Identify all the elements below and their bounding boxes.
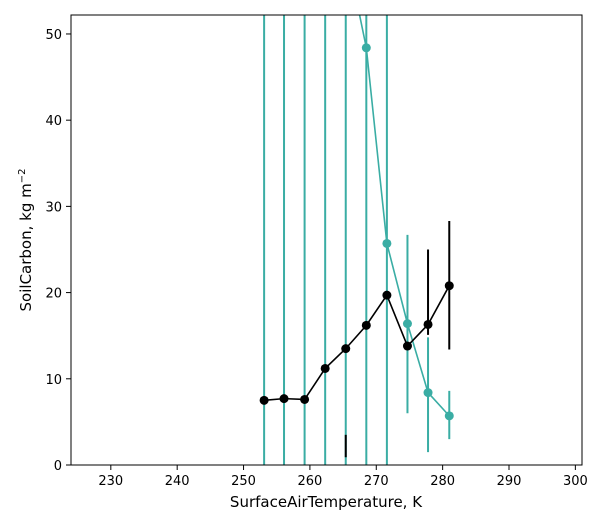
data-point bbox=[279, 394, 289, 404]
x-tick-label: 300 bbox=[563, 474, 588, 489]
series-line bbox=[264, 285, 450, 402]
data-point bbox=[423, 388, 433, 398]
data-point bbox=[300, 394, 310, 404]
data-point bbox=[382, 238, 392, 248]
y-tick-label: 10 bbox=[45, 373, 62, 388]
y-tick-label: 20 bbox=[45, 287, 62, 302]
data-point bbox=[444, 411, 454, 421]
data-point bbox=[402, 341, 412, 351]
x-tick-label: 250 bbox=[231, 474, 256, 489]
data-point bbox=[444, 281, 454, 291]
y-axis-title: SoilCarbon, kg m−2 bbox=[17, 169, 35, 312]
x-tick-label: 230 bbox=[98, 474, 123, 489]
y-tick-label: 50 bbox=[45, 28, 62, 43]
x-axis-title: SurfaceAirTemperature, K bbox=[230, 493, 423, 511]
x-tick-label: 260 bbox=[297, 474, 322, 489]
x-tick-label: 240 bbox=[165, 474, 190, 489]
data-point bbox=[361, 43, 371, 53]
series-0 bbox=[259, 221, 454, 458]
x-tick-label: 290 bbox=[497, 474, 522, 489]
data-point bbox=[361, 320, 371, 330]
y-axis-title-superscript: −2 bbox=[17, 169, 28, 184]
y-tick-label: 40 bbox=[45, 114, 62, 129]
data-point bbox=[423, 319, 433, 329]
data-point bbox=[382, 290, 392, 300]
data-point bbox=[402, 319, 412, 329]
x-tick-label: 270 bbox=[364, 474, 389, 489]
series-1 bbox=[263, 15, 454, 465]
plot-area bbox=[259, 15, 454, 465]
x-axis: 230 240 250 260 270 280 290 300 bbox=[98, 465, 588, 489]
data-point bbox=[320, 363, 330, 373]
data-point bbox=[341, 344, 351, 354]
y-axis: 0 10 20 30 40 50 bbox=[45, 28, 71, 474]
y-axis-title-main: SoilCarbon, kg m bbox=[17, 183, 35, 311]
y-tick-label: 30 bbox=[45, 200, 62, 215]
data-point bbox=[259, 395, 269, 405]
plot-frame bbox=[70, 14, 583, 466]
series-line bbox=[358, 15, 450, 417]
x-tick-label: 280 bbox=[430, 474, 455, 489]
y-tick-label: 0 bbox=[54, 459, 62, 474]
